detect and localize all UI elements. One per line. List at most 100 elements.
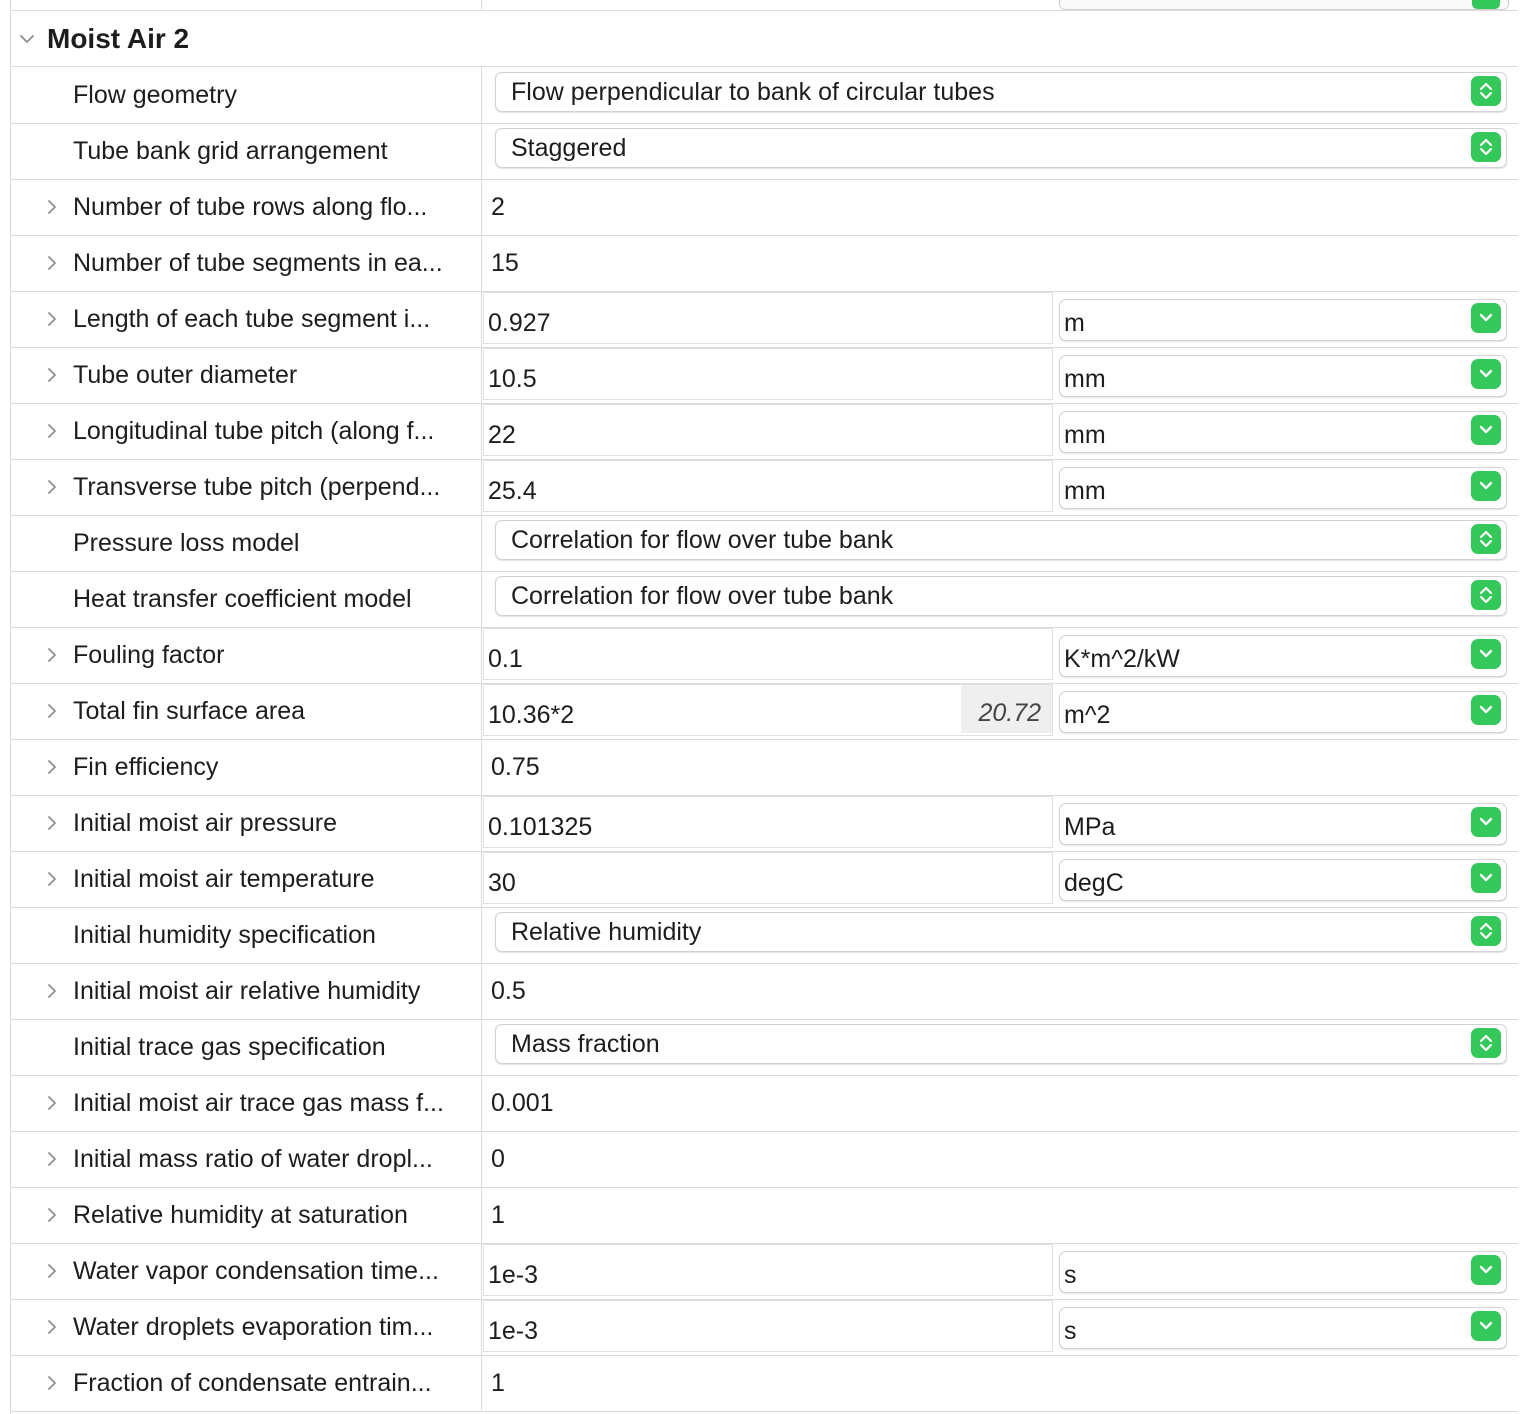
parameter-label: Fin efficiency [73, 753, 219, 781]
fin-efficiency-value[interactable]: 0.75 [491, 753, 540, 781]
length-of-each-tube-segment-i-unit-dropdown[interactable]: m [1059, 299, 1507, 341]
parameter-row-initial-moist-air-trace-gas-mass-f: Initial moist air trace gas mass f... 0.0… [11, 1075, 1518, 1132]
chevron-right-icon[interactable] [45, 1207, 59, 1223]
chevron-right-icon[interactable] [45, 703, 59, 719]
parameter-label: Water droplets evaporation tim... [73, 1313, 434, 1341]
number-of-tube-segments-in-ea-value[interactable]: 15 [491, 249, 519, 277]
chevron-down-icon[interactable] [1471, 415, 1501, 445]
up-down-arrows-icon[interactable] [1471, 76, 1501, 106]
chevron-right-icon[interactable] [45, 311, 59, 327]
parameter-label: Transverse tube pitch (perpend... [73, 473, 441, 501]
water-droplets-evaporation-tim-value-field[interactable]: 1e-3 [483, 1300, 1053, 1352]
parameter-label: Number of tube segments in ea... [73, 249, 443, 277]
field-value: 30 [488, 869, 516, 897]
section-header[interactable]: Moist Air 2 [11, 11, 1518, 67]
chevron-right-icon[interactable] [45, 871, 59, 887]
unit-value: MPa [1064, 813, 1116, 841]
initial-moist-air-temperature-value-field[interactable]: 30 [483, 852, 1053, 904]
select-value: Staggered [511, 134, 627, 162]
relative-humidity-at-saturation-value[interactable]: 1 [491, 1201, 505, 1229]
chevron-down-icon[interactable] [1471, 303, 1501, 333]
chevron-right-icon[interactable] [45, 423, 59, 439]
total-fin-surface-area-unit-dropdown[interactable]: m^2 [1059, 691, 1507, 733]
initial-trace-gas-specification-select[interactable]: Mass fraction [495, 1024, 1507, 1064]
water-droplets-evaporation-tim-unit-dropdown[interactable]: s [1059, 1307, 1507, 1349]
parameter-label-cell: Fouling factor [11, 627, 482, 683]
water-vapor-condensation-time-value-field[interactable]: 1e-3 [483, 1244, 1053, 1296]
up-down-arrows-icon[interactable] [1471, 1028, 1501, 1058]
initial-moist-air-trace-gas-mass-f-value[interactable]: 0.001 [491, 1089, 554, 1117]
parameter-row-length-of-each-tube-segment-i: Length of each tube segment i... 0.927 m [11, 291, 1518, 348]
initial-moist-air-pressure-value-field[interactable]: 0.101325 [483, 796, 1053, 848]
pressure-loss-model-select[interactable]: Correlation for flow over tube bank [495, 520, 1507, 560]
parameter-row-initial-moist-air-pressure: Initial moist air pressure 0.101325 MPa [11, 795, 1518, 852]
up-down-arrows-icon[interactable] [1471, 524, 1501, 554]
parameter-label: Relative humidity at saturation [73, 1201, 408, 1229]
chevron-right-icon[interactable] [45, 1375, 59, 1391]
chevron-down-icon[interactable] [1471, 1255, 1501, 1285]
tube-outer-diameter-unit-dropdown[interactable]: mm [1059, 355, 1507, 397]
chevron-right-icon[interactable] [45, 367, 59, 383]
chevron-down-icon[interactable] [1471, 639, 1501, 669]
unit-value: degC [1064, 869, 1124, 897]
heat-transfer-coefficient-model-select[interactable]: Correlation for flow over tube bank [495, 576, 1507, 616]
evaluated-value-badge: 20.72 [961, 685, 1052, 733]
chevron-right-icon[interactable] [45, 1319, 59, 1335]
chevron-down-icon[interactable] [1471, 359, 1501, 389]
parameter-label-cell: Number of tube rows along flo... [11, 179, 482, 235]
evaluated-value: 20.72 [978, 699, 1041, 727]
up-down-arrows-icon[interactable] [1471, 132, 1501, 162]
parameter-label: Heat transfer coefficient model [73, 585, 412, 613]
length-of-each-tube-segment-i-value-field[interactable]: 0.927 [483, 292, 1053, 344]
tube-bank-grid-arrangement-select[interactable]: Staggered [495, 128, 1507, 168]
longitudinal-tube-pitch-along-f-value-field[interactable]: 22 [483, 404, 1053, 456]
chevron-right-icon[interactable] [45, 1095, 59, 1111]
up-down-arrows-icon[interactable] [1471, 916, 1501, 946]
initial-moist-air-pressure-unit-dropdown[interactable]: MPa [1059, 803, 1507, 845]
total-fin-surface-area-value-field[interactable]: 10.36*2 20.72 [483, 684, 1053, 736]
parameter-label: Tube bank grid arrangement [73, 137, 388, 165]
chevron-down-icon[interactable] [1471, 1311, 1501, 1341]
chevron-right-icon[interactable] [45, 647, 59, 663]
chevron-down-icon[interactable] [19, 31, 35, 47]
number-of-tube-rows-along-flo-value[interactable]: 2 [491, 193, 505, 221]
previous-row-edge [11, 0, 1518, 11]
chevron-right-icon[interactable] [45, 815, 59, 831]
transverse-tube-pitch-perpend-unit-dropdown[interactable]: mm [1059, 467, 1507, 509]
initial-moist-air-temperature-unit-dropdown[interactable]: degC [1059, 859, 1507, 901]
chevron-down-icon[interactable] [1471, 863, 1501, 893]
field-value: 1e-3 [488, 1317, 539, 1345]
initial-humidity-specification-select[interactable]: Relative humidity [495, 912, 1507, 952]
initial-moist-air-relative-humidity-value[interactable]: 0.5 [491, 977, 526, 1005]
parameter-label-cell: Tube bank grid arrangement [11, 123, 482, 179]
fraction-of-condensate-entrain-value[interactable]: 1 [491, 1369, 505, 1397]
chevron-down-icon[interactable] [1471, 695, 1501, 725]
chevron-down-icon[interactable] [1471, 471, 1501, 501]
transverse-tube-pitch-perpend-value-field[interactable]: 25.4 [483, 460, 1053, 512]
select-value: Correlation for flow over tube bank [511, 582, 894, 610]
longitudinal-tube-pitch-along-f-unit-dropdown[interactable]: mm [1059, 411, 1507, 453]
parameter-label-cell: Heat transfer coefficient model [11, 571, 482, 627]
previous-unit-dropdown[interactable] [1059, 0, 1509, 10]
chevron-right-icon[interactable] [45, 479, 59, 495]
chevron-right-icon[interactable] [45, 199, 59, 215]
fouling-factor-value-field[interactable]: 0.1 [483, 628, 1053, 680]
parameter-row-total-fin-surface-area: Total fin surface area 10.36*2 20.72 m^2 [11, 683, 1518, 740]
chevron-down-icon[interactable] [1471, 807, 1501, 837]
chevron-right-icon[interactable] [45, 759, 59, 775]
parameter-label: Fouling factor [73, 641, 225, 669]
tube-outer-diameter-value-field[interactable]: 10.5 [483, 348, 1053, 400]
chevron-right-icon[interactable] [45, 1151, 59, 1167]
chevron-right-icon[interactable] [45, 983, 59, 999]
parameter-row-flow-geometry: Flow geometry Flow perpendicular to bank … [11, 67, 1518, 124]
chevron-right-icon[interactable] [45, 1263, 59, 1279]
parameter-label: Initial moist air relative humidity [73, 977, 421, 1005]
parameter-label-cell: Initial moist air trace gas mass f... [11, 1075, 482, 1131]
flow-geometry-select[interactable]: Flow perpendicular to bank of circular t… [495, 72, 1507, 112]
initial-mass-ratio-of-water-dropl-value[interactable]: 0 [491, 1145, 505, 1173]
fouling-factor-unit-dropdown[interactable]: K*m^2/kW [1059, 635, 1507, 677]
chevron-right-icon[interactable] [45, 255, 59, 271]
parameter-label: Initial moist air trace gas mass f... [73, 1089, 444, 1117]
water-vapor-condensation-time-unit-dropdown[interactable]: s [1059, 1251, 1507, 1293]
up-down-arrows-icon[interactable] [1471, 580, 1501, 610]
